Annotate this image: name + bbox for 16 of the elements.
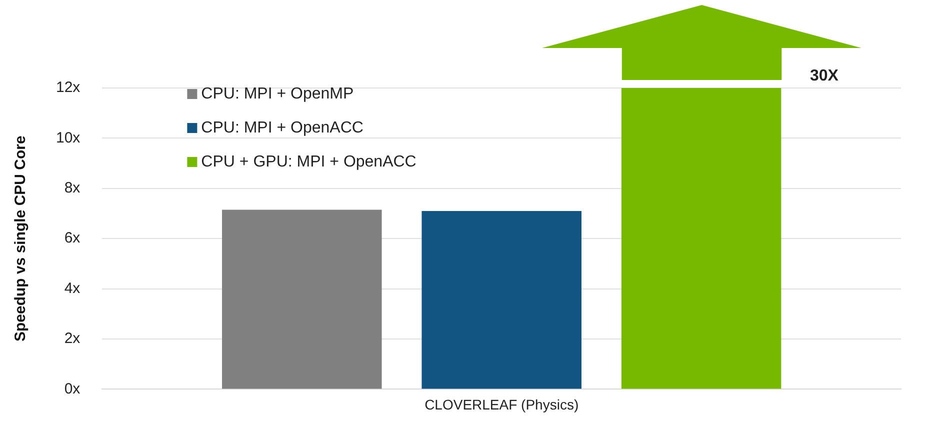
text: 30X <box>810 67 839 84</box>
bar <box>222 210 382 389</box>
legend-label: CPU + GPU: MPI + OpenACC <box>201 153 416 170</box>
bar <box>422 210 582 389</box>
y-tick-label: 8x <box>64 180 81 197</box>
y-tick-label: 10x <box>56 129 81 146</box>
y-tick-label: 4x <box>64 280 81 297</box>
x-tick-label: CLOVERLEAF (Physics) <box>424 396 579 412</box>
y-tick-label: 6x <box>64 230 81 247</box>
y-tick-label: 0x <box>64 380 81 398</box>
y-tick-label: 12x <box>56 79 81 96</box>
y-tick-label: 2x <box>64 330 81 348</box>
bar <box>621 88 782 389</box>
legend-label: CPU: MPI + OpenACC <box>201 119 364 136</box>
legend-label: CPU: MPI + OpenMP <box>201 85 354 102</box>
y-axis-title: Speedup vs single CPU Core <box>12 136 30 342</box>
